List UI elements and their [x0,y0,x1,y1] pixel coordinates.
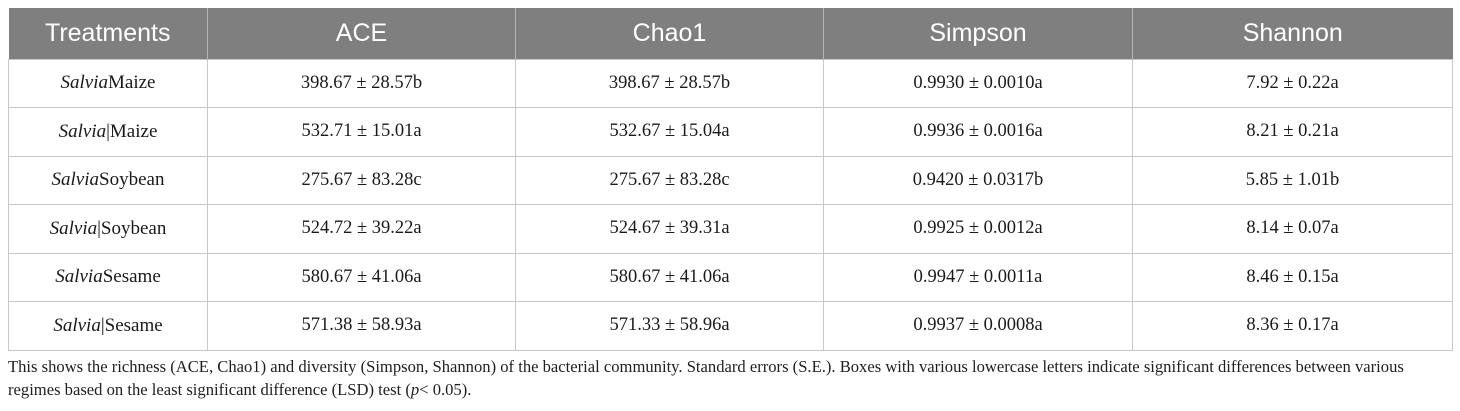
treatment-cell: SalviaMaize [8,58,208,108]
header-ace: ACE [207,8,516,59]
chao1-cell: 580.67 ± 41.06a [515,252,824,302]
treatment-crop: |Maize [106,120,158,142]
data-table-container: Treatments ACE Chao1 Simpson Shannon Sal… [8,8,1453,351]
header-chao1: Chao1 [515,8,824,59]
treatment-genus: Salvia [60,72,109,94]
chao1-cell: 275.67 ± 83.28c [515,155,824,205]
ace-cell: 571.38 ± 58.93a [207,301,516,351]
simpson-cell: 0.9937 ± 0.0008a [823,301,1133,351]
footnote-threshold: < 0.05). [419,380,472,399]
table-row: SalviaSoybean 275.67 ± 83.28c 275.67 ± 8… [8,155,1453,205]
ace-cell: 275.67 ± 83.28c [207,155,516,205]
chao1-cell: 571.33 ± 58.96a [515,301,824,351]
ace-cell: 532.71 ± 15.01a [207,107,516,157]
shannon-cell: 8.14 ± 0.07a [1132,204,1453,254]
treatment-crop: Soybean [99,169,165,191]
treatment-genus: Salvia [58,120,107,142]
shannon-cell: 8.46 ± 0.15a [1132,252,1453,302]
table-row: SalviaMaize 398.67 ± 28.57b 398.67 ± 28.… [8,58,1453,108]
table-row: Salvia|Soybean 524.72 ± 39.22a 524.67 ± … [8,204,1453,254]
header-simpson: Simpson [823,8,1133,59]
simpson-cell: 0.9947 ± 0.0011a [823,252,1133,302]
table-row: SalviaSesame 580.67 ± 41.06a 580.67 ± 41… [8,252,1453,302]
shannon-cell: 8.36 ± 0.17a [1132,301,1453,351]
treatment-cell: SalviaSoybean [8,155,208,205]
table-header-row: Treatments ACE Chao1 Simpson Shannon [8,8,1453,59]
treatment-cell: Salvia|Soybean [8,204,208,254]
ace-cell: 398.67 ± 28.57b [207,58,516,108]
footnote-text: This shows the richness (ACE, Chao1) and… [8,357,1404,399]
header-treatments: Treatments [44,18,171,47]
simpson-cell: 0.9925 ± 0.0012a [823,204,1133,254]
treatment-cell: SalviaSesame [8,252,208,302]
treatment-genus: Salvia [55,266,103,288]
shannon-cell: 5.85 ± 1.01b [1132,155,1453,205]
shannon-cell: 7.92 ± 0.22a [1132,58,1453,108]
treatment-crop: |Soybean [97,217,167,239]
shannon-cell: 8.21 ± 0.21a [1132,107,1453,157]
chao1-cell: 524.67 ± 39.31a [515,204,824,254]
treatment-genus: Salvia [49,217,98,239]
chao1-cell: 532.67 ± 15.04a [515,107,824,157]
treatment-crop: Maize [108,72,156,94]
simpson-cell: 0.9420 ± 0.0317b [823,155,1133,205]
footnote-p-symbol: p [410,380,420,399]
header-shannon: Shannon [1132,8,1453,59]
simpson-cell: 0.9930 ± 0.0010a [823,58,1133,108]
treatment-genus: Salvia [51,169,100,191]
ace-cell: 524.72 ± 39.22a [207,204,516,254]
table-row: Salvia|Maize 532.71 ± 15.01a 532.67 ± 15… [8,107,1453,157]
chao1-cell: 398.67 ± 28.57b [515,58,824,108]
treatment-crop: |Sesame [100,314,163,336]
treatment-genus: Salvia [53,314,101,336]
diversity-table: Treatments ACE Chao1 Simpson Shannon Sal… [8,8,1453,351]
table-row: Salvia|Sesame 571.38 ± 58.93a 571.33 ± 5… [8,301,1453,351]
treatment-crop: Sesame [102,266,161,288]
ace-cell: 580.67 ± 41.06a [207,252,516,302]
simpson-cell: 0.9936 ± 0.0016a [823,107,1133,157]
treatment-cell: Salvia|Maize [8,107,208,157]
treatment-cell: Salvia|Sesame [8,301,208,351]
table-footnote: This shows the richness (ACE, Chao1) and… [8,355,1456,401]
